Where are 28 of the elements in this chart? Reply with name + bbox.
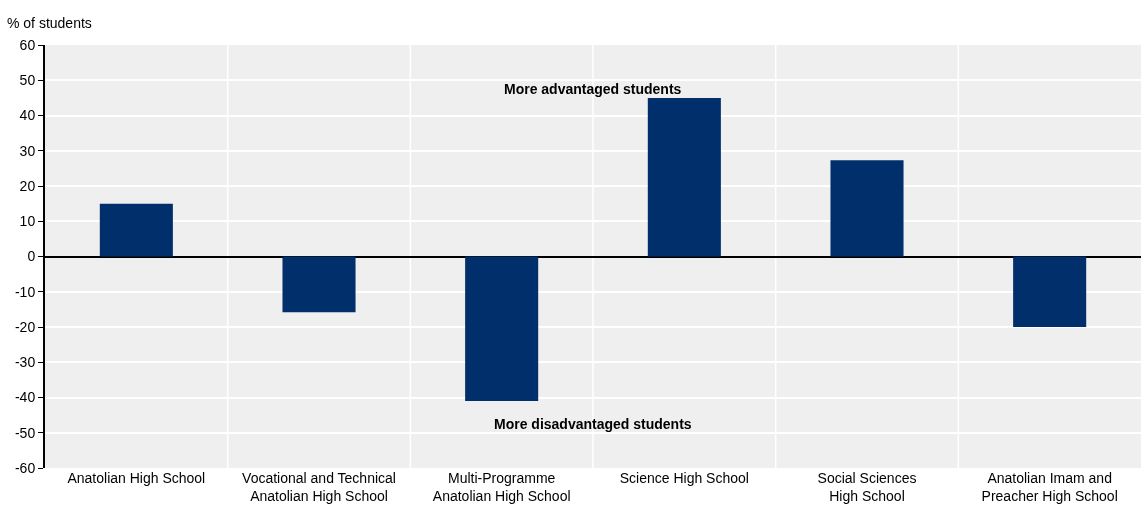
y-tick-label: 40	[19, 107, 36, 124]
y-tick-label: 30	[19, 142, 36, 159]
x-tick-label: Social Sciences High School	[817, 470, 917, 505]
bar	[99, 203, 173, 257]
bar	[282, 256, 356, 313]
y-tick-label: 60	[19, 36, 36, 53]
y-tick-label: 10	[19, 213, 36, 230]
y-axis-title: % of students	[7, 15, 92, 31]
x-tick-label: Science High School	[619, 470, 749, 486]
annotation: More advantaged students	[504, 81, 682, 97]
bar	[647, 97, 721, 257]
bar	[465, 256, 539, 402]
bar	[830, 160, 904, 257]
x-tick-label: Multi-Programme Anatolian High School	[432, 470, 571, 505]
y-tick-label: 20	[19, 177, 36, 194]
y-tick-label: -30	[14, 354, 36, 371]
y-tick-label: 50	[19, 72, 36, 89]
y-tick-label: -10	[14, 283, 36, 300]
y-tick-label: -60	[14, 459, 36, 476]
x-tick-label: Anatolian Imam and Preacher High School	[981, 470, 1118, 505]
bar	[1013, 256, 1087, 327]
y-tick-label: 0	[27, 248, 36, 265]
y-tick-label: -20	[14, 318, 36, 335]
x-tick-label: Anatolian High School	[67, 470, 206, 486]
y-tick-label: -40	[14, 389, 36, 406]
x-tick-label: Vocational and Technical Anatolian High School	[242, 470, 396, 505]
annotation: More disadvantaged students	[494, 416, 692, 432]
y-tick-label: -50	[14, 424, 36, 441]
